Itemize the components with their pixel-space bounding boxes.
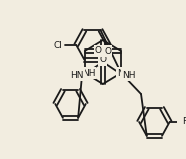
- Text: N: N: [117, 69, 124, 77]
- Text: O: O: [95, 46, 102, 55]
- Text: HN: HN: [70, 70, 84, 80]
- Text: Cl: Cl: [54, 41, 63, 49]
- Text: O: O: [104, 46, 111, 55]
- Text: NH: NH: [122, 70, 135, 80]
- Text: O: O: [99, 55, 106, 65]
- Text: F: F: [182, 118, 186, 127]
- Text: NH: NH: [82, 69, 95, 77]
